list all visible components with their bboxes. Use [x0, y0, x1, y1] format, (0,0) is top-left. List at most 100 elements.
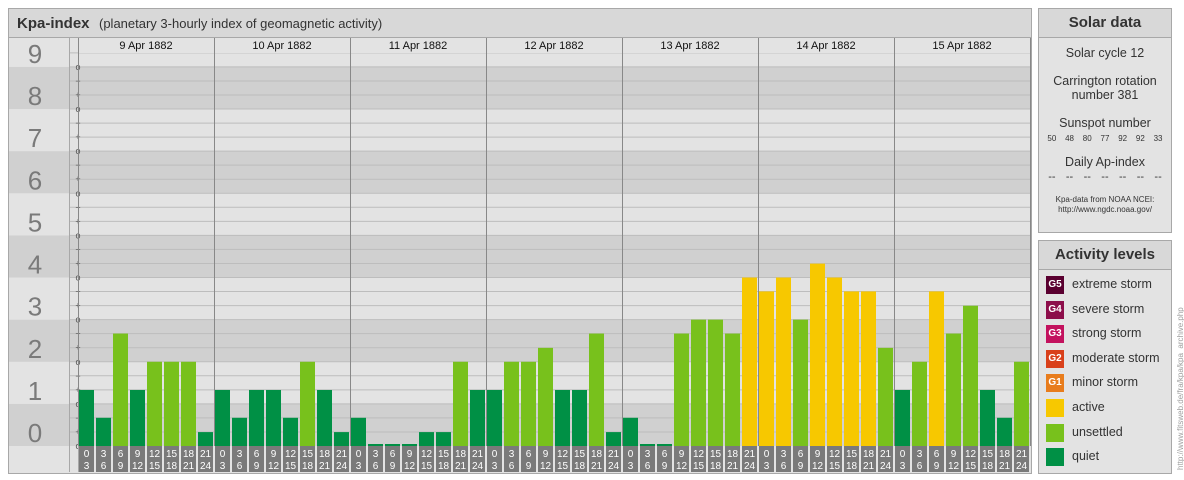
interval-end-label: 3: [764, 461, 770, 472]
band: [9, 109, 1031, 152]
ap-value: --: [1154, 171, 1162, 183]
level-strong-storm: G3 strong storm: [1039, 322, 1171, 347]
interval-end-label: 15: [421, 461, 433, 472]
interval-start-label: 21: [1016, 449, 1028, 460]
interval-start-label: 18: [999, 449, 1011, 460]
interval-start-label: 12: [557, 449, 569, 460]
interval-cell: [708, 446, 723, 472]
kp-bar: [351, 417, 366, 446]
interval-end-label: 9: [798, 461, 804, 472]
sunspot-value: 33: [1153, 134, 1163, 143]
kp-bar: [521, 361, 536, 446]
kp-bar: [895, 389, 910, 446]
kp-bar: [963, 305, 978, 446]
interval-cell: [742, 446, 757, 472]
swatch-g3: G3: [1046, 325, 1064, 344]
interval-start-label: 12: [149, 449, 161, 460]
interval-cell: [555, 446, 570, 472]
interval-cell: [827, 446, 842, 472]
level-extreme-storm: G5 extreme storm: [1039, 273, 1171, 298]
day-label: 13 Apr 1882: [660, 40, 719, 52]
level-label: minor storm: [1072, 375, 1138, 390]
solar-data-panel: Solar data Solar cycle 12 Carrington rot…: [1038, 8, 1172, 233]
ap-value: --: [1065, 171, 1074, 183]
kp-bar: [674, 333, 689, 446]
interval-start-label: 0: [84, 449, 90, 460]
interval-start-label: 9: [951, 449, 957, 460]
interval-cell: [249, 446, 264, 472]
interval-end-label: 18: [302, 461, 314, 472]
interval-end-label: 3: [492, 461, 498, 472]
interval-cell: [538, 446, 553, 472]
interval-cell: [283, 446, 298, 472]
interval-start-label: 18: [183, 449, 195, 460]
interval-cell: [504, 446, 519, 472]
kp-bar: [368, 444, 383, 446]
interval-cell: [623, 446, 638, 472]
day-label: 9 Apr 1882: [119, 40, 172, 52]
interval-cell: [215, 446, 230, 472]
interval-cell: [266, 446, 281, 472]
interval-start-label: 21: [744, 449, 756, 460]
kp-bar: [827, 277, 842, 446]
interval-end-label: 24: [336, 461, 348, 472]
swatch-active: [1046, 398, 1064, 417]
day-label: 14 Apr 1882: [796, 40, 855, 52]
interval-end-label: 18: [438, 461, 450, 472]
kp-bar: [215, 389, 230, 446]
interval-end-label: 18: [710, 461, 722, 472]
y-tick-label: 9: [28, 39, 42, 69]
kp-bar: [402, 444, 417, 446]
interval-cell: [776, 446, 791, 472]
kp-bar: [147, 361, 162, 446]
ap-index-values: -- -- -- -- -- -- --: [1039, 171, 1171, 183]
kp-bar: [470, 389, 485, 446]
kp-bar: [419, 432, 434, 446]
interval-start-label: 12: [285, 449, 297, 460]
interval-cell: [640, 446, 655, 472]
interval-start-label: 9: [679, 449, 685, 460]
y-tick-label: 7: [28, 123, 42, 153]
carrington-rotation-label: Carrington rotation: [1053, 74, 1157, 88]
interval-start-label: 0: [220, 449, 226, 460]
interval-start-label: 3: [373, 449, 379, 460]
kp-bar: [861, 291, 876, 446]
interval-end-label: 6: [781, 461, 787, 472]
interval-cell: [963, 446, 978, 472]
interval-end-label: 18: [846, 461, 858, 472]
band: [9, 361, 1031, 404]
band: [9, 403, 1031, 446]
y-tick-label: 0: [28, 418, 42, 448]
kp-bar: [793, 319, 808, 446]
interval-start-label: 15: [982, 449, 994, 460]
interval-cell: [810, 446, 825, 472]
interval-start-label: 18: [319, 449, 331, 460]
kp-bar: [113, 333, 128, 446]
interval-end-label: 6: [237, 461, 243, 472]
interval-end-label: 6: [509, 461, 515, 472]
kp-bar: [623, 417, 638, 446]
interval-end-label: 9: [662, 461, 668, 472]
interval-cell: [436, 446, 451, 472]
day-label: 10 Apr 1882: [252, 40, 311, 52]
day-header-strip: [78, 38, 1030, 53]
interval-start-label: 9: [135, 449, 141, 460]
chart-title: Kpa-index: [17, 15, 90, 32]
kp-bar: [249, 389, 264, 446]
interval-start-label: 6: [526, 449, 532, 460]
interval-end-label: 6: [373, 461, 379, 472]
interval-cell: [334, 446, 349, 472]
kp-bar: [181, 361, 196, 446]
interval-start-label: 15: [710, 449, 722, 460]
interval-end-label: 3: [628, 461, 634, 472]
interval-start-label: 3: [645, 449, 651, 460]
swatch-quiet: [1046, 448, 1064, 467]
interval-start-label: 0: [628, 449, 634, 460]
interval-start-label: 0: [492, 449, 498, 460]
interval-cell: [691, 446, 706, 472]
ap-value: --: [1048, 171, 1056, 183]
interval-cell: [453, 446, 468, 472]
ap-value: --: [1119, 171, 1127, 183]
interval-end-label: 21: [455, 461, 467, 472]
sunspot-value: 48: [1065, 134, 1074, 143]
